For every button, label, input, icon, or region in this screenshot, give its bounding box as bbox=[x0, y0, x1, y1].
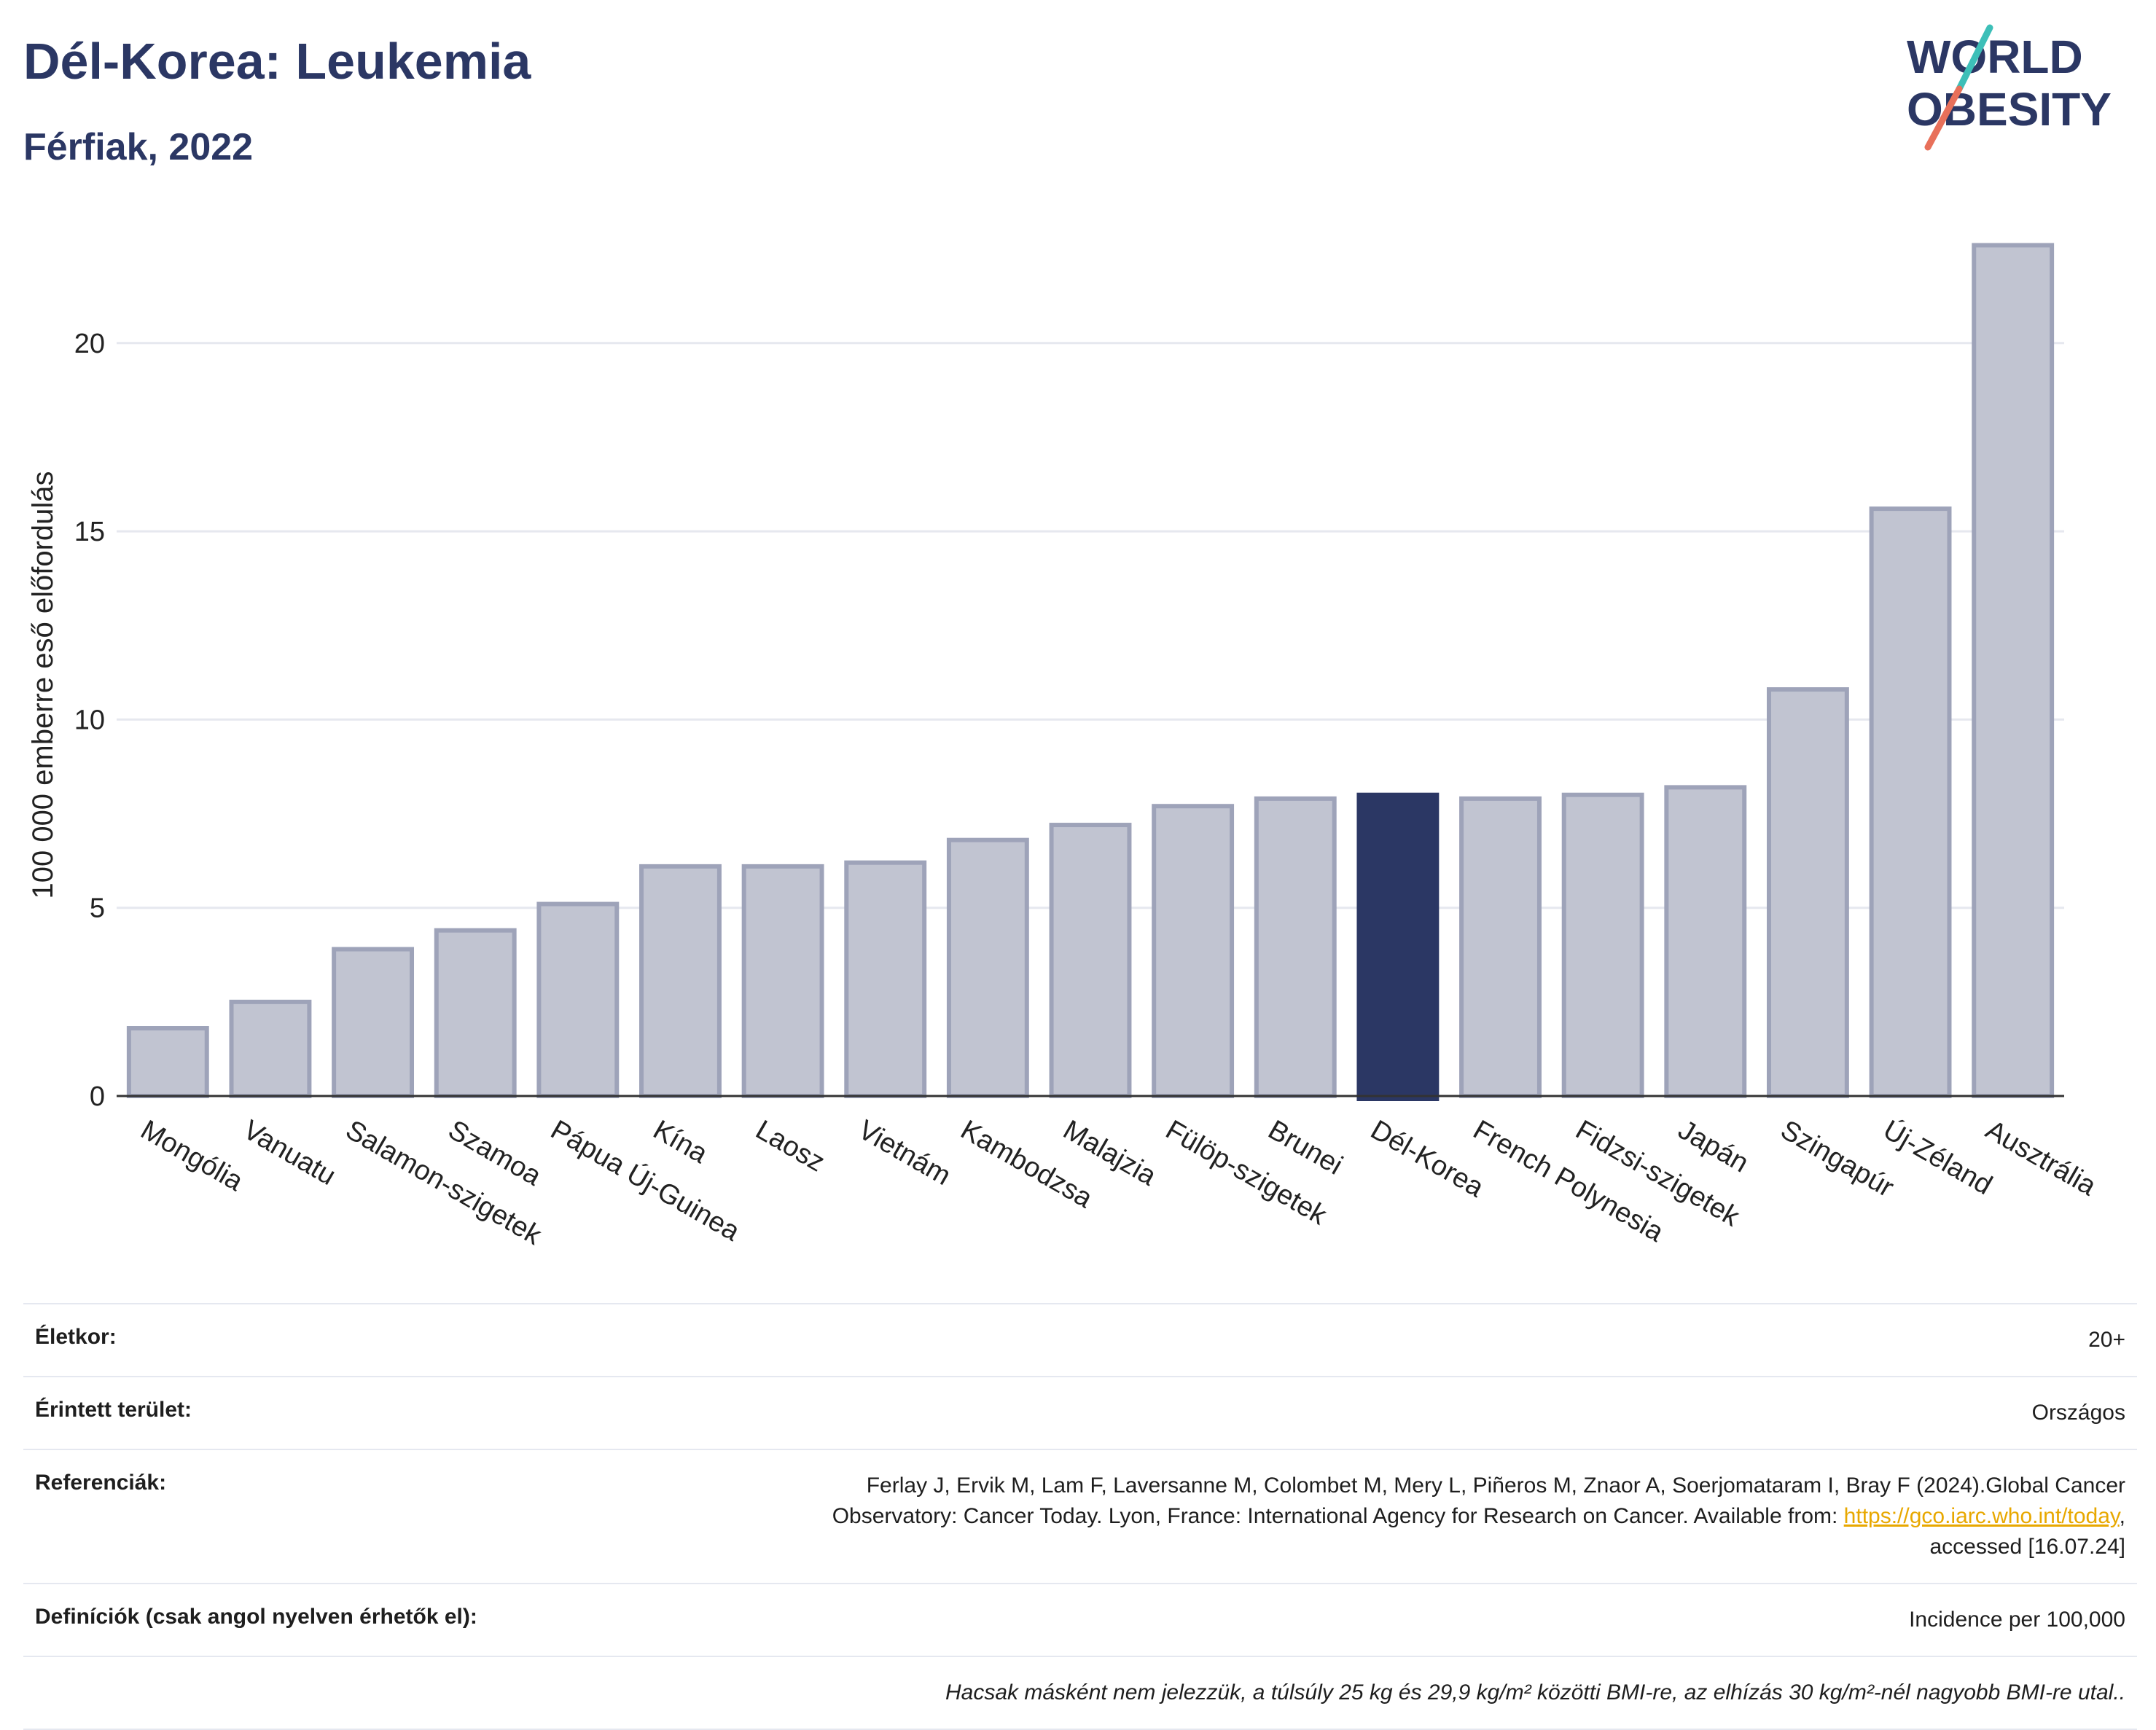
x-tick-label: Szingapúr bbox=[1776, 1114, 1899, 1203]
x-tick-label: Vanuatu bbox=[238, 1114, 340, 1191]
y-tick-labels: 0 5 10 15 20 bbox=[74, 329, 105, 1112]
world-obesity-logo: WORLD OBESITY bbox=[1907, 24, 2112, 151]
bar-Fülöp-szigetek[interactable] bbox=[1152, 804, 1235, 1099]
bar-Ausztrália[interactable] bbox=[1972, 243, 2055, 1098]
chart-title: Dél-Korea: Leukemia bbox=[23, 33, 531, 90]
references-line-2: Observatory: Cancer Today. Lyon, France:… bbox=[35, 1501, 2125, 1532]
info-table: Életkor: 20+ Érintett terület: Országos … bbox=[23, 1303, 2137, 1730]
x-tick-label: Vietnám bbox=[853, 1114, 956, 1191]
x-tick-label: Ausztrália bbox=[1980, 1114, 2101, 1202]
logo-text-world: WORLD bbox=[1907, 31, 2083, 83]
y-tick-label: 0 bbox=[90, 1081, 105, 1112]
logo-slash-teal bbox=[1956, 24, 1993, 93]
bar-Vanuatu[interactable] bbox=[229, 999, 312, 1099]
references-line-2-comma: , bbox=[2119, 1504, 2125, 1528]
age-label: Életkor: bbox=[35, 1325, 117, 1349]
bar-Új-Zéland[interactable] bbox=[1869, 506, 1952, 1098]
definitions-label: Definíciók (csak angol nyelven érhetők e… bbox=[35, 1605, 477, 1629]
x-tick-label: Brunei bbox=[1263, 1114, 1348, 1181]
references-line-2-text: Observatory: Cancer Today. Lyon, France:… bbox=[832, 1504, 1844, 1528]
x-tick-label: French Polynesia bbox=[1468, 1114, 1669, 1248]
note-text: Hacsak másként nem jelezzük, a túlsúly 2… bbox=[945, 1680, 2125, 1704]
bar-Brunei[interactable] bbox=[1254, 796, 1337, 1099]
bar-Salamon-szigetek[interactable] bbox=[332, 947, 415, 1099]
references-link[interactable]: https://gco.iarc.who.int/today bbox=[1843, 1504, 2120, 1528]
bar-French Polynesia[interactable] bbox=[1459, 796, 1542, 1099]
bar-Mongólia[interactable] bbox=[126, 1026, 209, 1099]
bar-Fidzsi-szigetek[interactable] bbox=[1561, 792, 1644, 1098]
y-tick-label: 10 bbox=[74, 705, 105, 735]
references-line-3: accessed [16.07.24] bbox=[1929, 1535, 2125, 1559]
bar-Szingapúr[interactable] bbox=[1766, 687, 1849, 1098]
bar-Laosz[interactable] bbox=[741, 864, 824, 1098]
references-value: Ferlay J, Ervik M, Lam F, Laversanne M, … bbox=[35, 1471, 2125, 1562]
age-value: 20+ bbox=[2088, 1328, 2125, 1352]
y-tick-label: 5 bbox=[90, 893, 105, 924]
x-tick-label: Dél-Korea bbox=[1365, 1114, 1489, 1203]
row-definitions: Definíciók (csak angol nyelven érhetők e… bbox=[23, 1583, 2137, 1656]
bar-Dél-Korea[interactable] bbox=[1356, 792, 1440, 1101]
y-axis-label: 100 000 emberre eső előfordulás bbox=[27, 471, 59, 899]
row-area: Érintett terület: Országos bbox=[23, 1376, 2137, 1449]
bar-Vietnám[interactable] bbox=[844, 860, 927, 1099]
row-age: Életkor: 20+ bbox=[23, 1303, 2137, 1376]
y-tick-label: 15 bbox=[74, 517, 105, 547]
x-tick-label: Japán bbox=[1673, 1114, 1754, 1178]
bar-Japán[interactable] bbox=[1664, 785, 1747, 1098]
bar-Szamoa[interactable] bbox=[434, 928, 517, 1098]
x-tick-label: Pápua Új-Guinea bbox=[545, 1114, 746, 1248]
definitions-value: Incidence per 100,000 bbox=[1909, 1608, 2125, 1632]
chart-subtitle: Férfiak, 2022 bbox=[23, 126, 254, 168]
area-value: Országos bbox=[2031, 1401, 2125, 1425]
references-line-1: Ferlay J, Ervik M, Lam F, Laversanne M, … bbox=[866, 1473, 2125, 1498]
x-tick-label: Kína bbox=[648, 1114, 713, 1170]
bar-Kambodzsa[interactable] bbox=[946, 837, 1029, 1098]
x-tick-label: Mongólia bbox=[136, 1114, 249, 1197]
x-tick-label: Új-Zéland bbox=[1878, 1114, 1998, 1202]
y-tick-label: 20 bbox=[74, 329, 105, 359]
bar-Pápua Új-Guinea[interactable] bbox=[536, 901, 620, 1098]
bar-Kína[interactable] bbox=[639, 864, 722, 1098]
area-label: Érintett terület: bbox=[35, 1398, 192, 1422]
row-references: Referenciák: Ferlay J, Ervik M, Lam F, L… bbox=[23, 1449, 2137, 1583]
row-note: Hacsak másként nem jelezzük, a túlsúly 2… bbox=[23, 1656, 2137, 1730]
x-tick-label: Laosz bbox=[751, 1114, 830, 1178]
bars bbox=[126, 243, 2055, 1101]
bar-Malajzia[interactable] bbox=[1049, 823, 1132, 1098]
logo-slash-red bbox=[1924, 85, 1963, 151]
references-label: Referenciák: bbox=[35, 1471, 167, 1495]
